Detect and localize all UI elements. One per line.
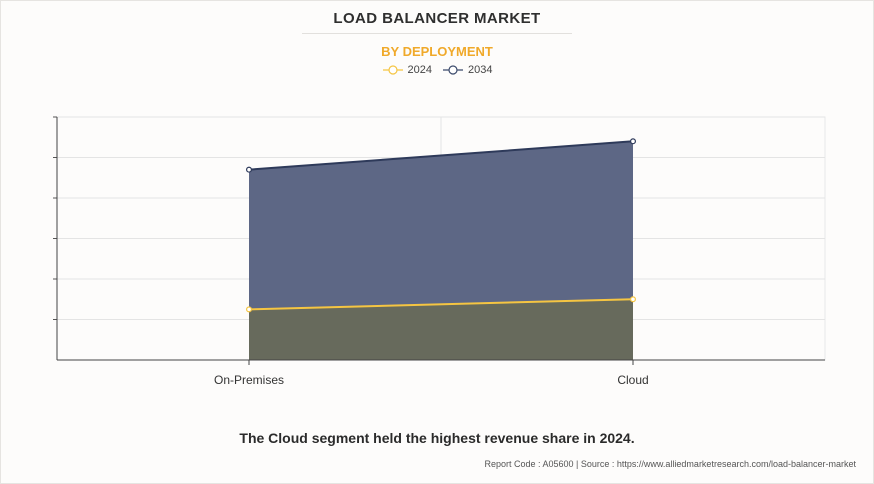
- x-tick-label-cloud: Cloud: [617, 373, 648, 387]
- point-2024-cloud: [629, 296, 636, 303]
- chart-title: LOAD BALANCER MARKET: [333, 10, 541, 27]
- line-2024: [248, 298, 634, 311]
- line-2034: [248, 140, 634, 171]
- point-2034-cloud: [629, 138, 636, 145]
- title-divider: [302, 33, 572, 34]
- legend-label-2034: 2034: [468, 64, 493, 76]
- legend-marker-2024-icon: [382, 65, 403, 75]
- point-2024-on-premises: [246, 306, 253, 313]
- chart-subtitle: BY DEPLOYMENT: [381, 44, 493, 59]
- legend-item-2034[interactable]: 2034: [442, 64, 492, 76]
- legend-marker-2034-icon: [443, 65, 463, 75]
- point-2034-on-premises: [246, 166, 253, 173]
- legend-label-2024: 2024: [407, 64, 432, 76]
- source-footer: Report Code : A05600 | Source : https://…: [484, 459, 856, 469]
- x-tick-label-on-premises: On-Premises: [214, 373, 284, 387]
- legend: 2024 2034: [0, 64, 874, 76]
- area-2024: [249, 299, 633, 360]
- legend-item-2024[interactable]: 2024: [382, 64, 432, 76]
- chart-caption: The Cloud segment held the highest reven…: [239, 430, 635, 446]
